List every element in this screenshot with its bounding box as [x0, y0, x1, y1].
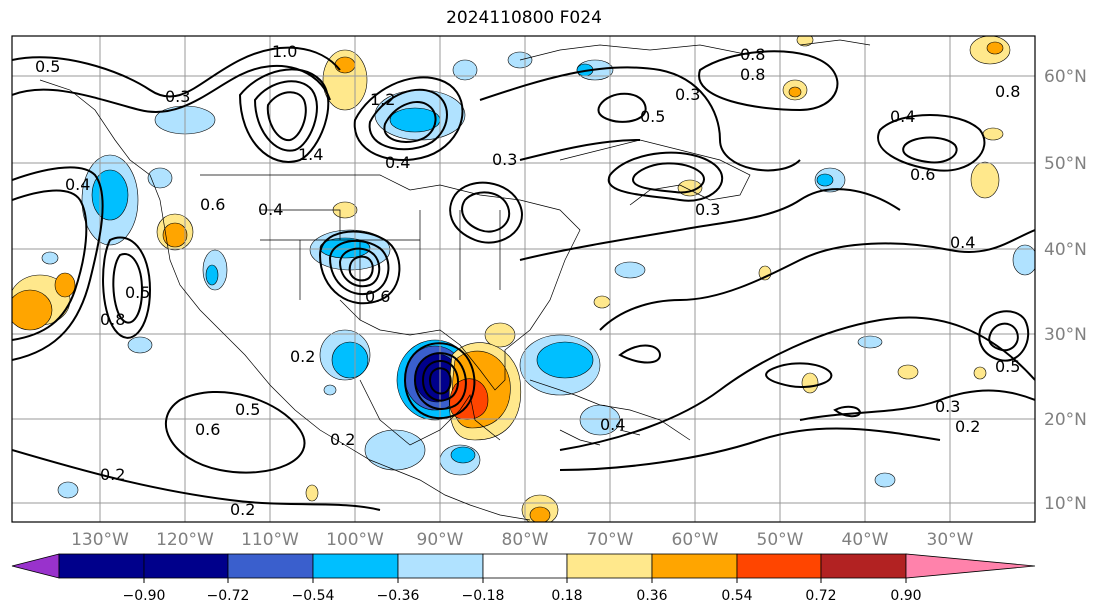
lon-label: 60°W	[672, 530, 719, 550]
contour-label: 0.2	[100, 465, 125, 484]
contour-label: 0.3	[492, 150, 517, 169]
contour-label: 0.4	[890, 107, 915, 126]
contour-label: 0.5	[640, 107, 665, 126]
lat-label: 30°N	[1044, 325, 1087, 345]
colorbar-label: −0.90	[123, 588, 166, 604]
lon-label: 80°W	[502, 530, 549, 550]
contour-label: 0.5	[35, 57, 60, 76]
contour-label: 0.5	[235, 400, 260, 419]
colorbar-ticks	[143, 578, 907, 583]
contour-label: 1.4	[298, 145, 323, 164]
contour-label: 0.6	[195, 420, 220, 439]
contour-label: 0.8	[740, 65, 765, 84]
contour-label: 0.2	[290, 347, 315, 366]
graticule	[12, 36, 1035, 522]
colorbar-segment	[227, 553, 314, 579]
lon-label: 30°W	[927, 530, 974, 550]
colorbar-label: −0.72	[207, 588, 250, 604]
colorbar-segment	[58, 553, 145, 579]
contour-label: 0.4	[258, 200, 283, 219]
lat-label: 50°N	[1044, 154, 1087, 174]
lat-label: 60°N	[1044, 67, 1087, 87]
contour-label: 0.4	[65, 175, 90, 194]
map-panel	[12, 36, 1035, 522]
colorbar-label: 0.18	[551, 588, 582, 604]
colorbar-segment	[820, 553, 907, 579]
colorbar-segment	[736, 553, 822, 579]
contour-label: 0.2	[230, 500, 255, 519]
lon-label: 110°W	[241, 530, 299, 550]
map-title: 2024110800 F024	[446, 8, 602, 28]
colorbar-segment	[651, 553, 738, 579]
coastlines	[39, 39, 871, 521]
shaded-anomalies	[12, 36, 1035, 522]
colorbar-label: 0.90	[890, 588, 921, 604]
colorbar-label: 0.36	[636, 588, 667, 604]
contour-label: 0.4	[385, 153, 410, 172]
contour-label: 0.6	[910, 165, 935, 184]
colorbar-labels: −0.90 −0.72 −0.54 −0.36 −0.18 0.18 0.36 …	[123, 588, 922, 604]
colorbar-label: −0.54	[292, 588, 335, 604]
colorbar-segment	[566, 553, 653, 579]
colorbar-label: 0.72	[805, 588, 836, 604]
contour-label: 1.0	[272, 42, 297, 61]
contour-label: 0.6	[365, 287, 390, 306]
colorbar-segment	[482, 553, 568, 579]
lon-axis: 130°W 120°W 110°W 100°W 90°W 80°W 70°W 6…	[71, 530, 974, 550]
contour-label: 0.3	[935, 397, 960, 416]
lat-axis: 60°N 50°N 40°N 30°N 20°N 10°N	[1044, 67, 1087, 514]
colorbar	[11, 553, 1036, 579]
contour-label: 0.4	[950, 233, 975, 252]
lon-label: 100°W	[326, 530, 384, 550]
colorbar-label: −0.18	[462, 588, 505, 604]
colorbar-segment	[143, 553, 229, 579]
contour-label: 0.3	[165, 87, 190, 106]
contour-label: 0.5	[125, 283, 150, 302]
contour-label: 1.2	[370, 90, 395, 109]
lat-label: 10°N	[1044, 494, 1087, 514]
contour-label: 0.2	[330, 430, 355, 449]
contour-label-group: 0.5 0.3 1.0 0.4 1.2 1.4 0.4 0.8 0.6 0.5 …	[35, 42, 1020, 519]
contour-label: 0.8	[100, 310, 125, 329]
colorbar-segment	[312, 553, 399, 579]
contour-label: 0.3	[695, 200, 720, 219]
contour-label: 0.8	[740, 45, 765, 64]
lat-label: 40°N	[1044, 240, 1087, 260]
contour-label: 0.8	[995, 82, 1020, 101]
lon-label: 40°W	[842, 530, 889, 550]
contour-label: 0.3	[675, 85, 700, 104]
colorbar-segment	[905, 553, 1036, 579]
lon-label: 70°W	[587, 530, 634, 550]
colorbar-label: 0.54	[721, 588, 752, 604]
lon-label: 90°W	[417, 530, 464, 550]
contour-label: 0.6	[200, 195, 225, 214]
lon-label: 50°W	[757, 530, 804, 550]
map-frame	[11, 35, 1036, 523]
contour-label: 0.5	[995, 357, 1020, 376]
contour-label: 0.2	[955, 417, 980, 436]
contour-label: 0.4	[600, 415, 625, 434]
lon-label: 130°W	[71, 530, 129, 550]
colorbar-segment	[397, 553, 484, 579]
colorbar-segment	[11, 553, 60, 579]
colorbar-label: −0.36	[377, 588, 420, 604]
lat-label: 20°N	[1044, 410, 1087, 430]
contour-lines	[12, 46, 1035, 511]
lon-label: 120°W	[156, 530, 214, 550]
